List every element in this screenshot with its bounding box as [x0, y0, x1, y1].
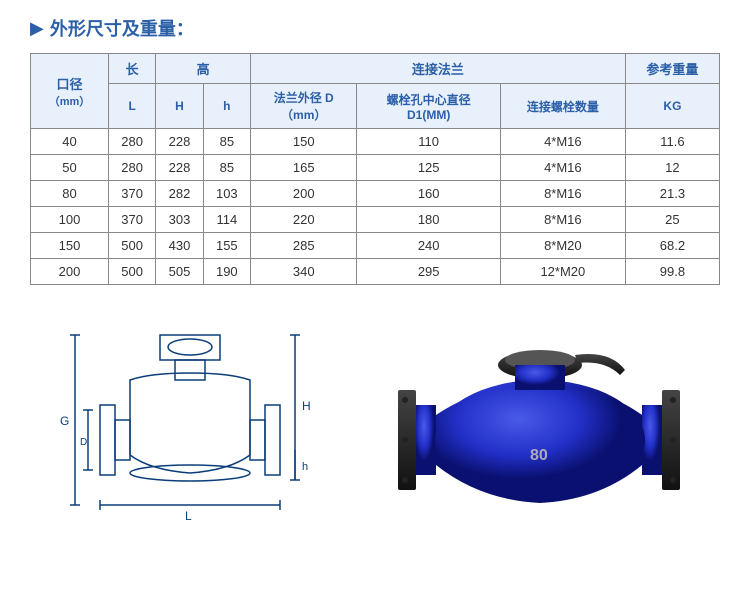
technical-drawing: G D H — [50, 305, 350, 545]
svg-text:H: H — [302, 399, 311, 413]
table-cell: 4*M16 — [500, 129, 625, 155]
table-cell: 303 — [156, 207, 203, 233]
col-bolt-circle: 螺栓孔中心直径 D1(MM) — [357, 84, 500, 129]
table-row: 1003703031142201808*M1625 — [31, 207, 720, 233]
table-cell: 155 — [203, 233, 250, 259]
table-cell: 40 — [31, 129, 109, 155]
table-cell: 125 — [357, 155, 500, 181]
table-cell: 340 — [251, 259, 357, 285]
table-cell: 21.3 — [625, 181, 719, 207]
table-cell: 99.8 — [625, 259, 719, 285]
table-cell: 8*M20 — [500, 233, 625, 259]
table-cell: 8*M16 — [500, 207, 625, 233]
table-cell: 68.2 — [625, 233, 719, 259]
table-cell: 150 — [31, 233, 109, 259]
table-cell: 200 — [251, 181, 357, 207]
svg-text:h: h — [302, 461, 308, 473]
table-cell: 85 — [203, 155, 250, 181]
svg-text:L: L — [185, 509, 192, 523]
section-title: 外形尺寸及重量： — [50, 15, 194, 41]
table-cell: 228 — [156, 129, 203, 155]
product-label-text: 80 — [530, 447, 548, 464]
table-cell: 190 — [203, 259, 250, 285]
svg-text:D: D — [80, 437, 87, 448]
table-cell: 160 — [357, 181, 500, 207]
col-height: 高 — [156, 54, 251, 84]
table-cell: 500 — [108, 233, 155, 259]
arrow-icon: ▶ — [30, 18, 44, 39]
table-row: 1505004301552852408*M2068.2 — [31, 233, 720, 259]
section-title-row: ▶ 外形尺寸及重量： — [30, 15, 720, 41]
table-cell: 282 — [156, 181, 203, 207]
table-cell: 8*M16 — [500, 181, 625, 207]
table-cell: 280 — [108, 129, 155, 155]
table-cell: 228 — [156, 155, 203, 181]
col-bolt-count: 连接螺栓数量 — [500, 84, 625, 129]
table-cell: 220 — [251, 207, 357, 233]
col-caliber-text: 口径 — [56, 77, 82, 92]
table-cell: 285 — [251, 233, 357, 259]
col-flange-d-unit: （mm） — [281, 108, 326, 122]
table-cell: 370 — [108, 207, 155, 233]
table-cell: 11.6 — [625, 129, 719, 155]
table-cell: 500 — [108, 259, 155, 285]
table-row: 803702821032001608*M1621.3 — [31, 181, 720, 207]
table-cell: 150 — [251, 129, 357, 155]
table-cell: 200 — [31, 259, 109, 285]
col-flange-d: 法兰外径 D （mm） — [251, 84, 357, 129]
col-length: 长 — [108, 54, 155, 84]
table-cell: 180 — [357, 207, 500, 233]
col-caliber: 口径 （mm） — [31, 54, 109, 129]
col-h: h — [203, 84, 250, 129]
table-cell: 85 — [203, 129, 250, 155]
table-cell: 110 — [357, 129, 500, 155]
col-bolt-circle-unit: D1(MM) — [407, 108, 450, 122]
table-row: 50280228851651254*M1612 — [31, 155, 720, 181]
table-cell: 12 — [625, 155, 719, 181]
dimensions-table: 口径 （mm） 长 高 连接法兰 参考重量 L H h 法兰外径 D （mm） … — [30, 53, 720, 285]
table-cell: 114 — [203, 207, 250, 233]
table-row: 40280228851501104*M1611.6 — [31, 129, 720, 155]
table-cell: 370 — [108, 181, 155, 207]
table-cell: 240 — [357, 233, 500, 259]
col-flange-d-text: 法兰外径 D — [274, 91, 334, 105]
col-flange: 连接法兰 — [251, 54, 626, 84]
table-cell: 4*M16 — [500, 155, 625, 181]
table-cell: 505 — [156, 259, 203, 285]
col-L: L — [108, 84, 155, 129]
col-bolt-circle-text: 螺栓孔中心直径 — [387, 93, 471, 107]
table-cell: 280 — [108, 155, 155, 181]
col-H: H — [156, 84, 203, 129]
diagrams-row: G D H — [30, 305, 720, 545]
table-cell: 50 — [31, 155, 109, 181]
svg-text:G: G — [60, 414, 69, 428]
col-caliber-unit: （mm） — [49, 96, 91, 108]
table-cell: 103 — [203, 181, 250, 207]
table-cell: 12*M20 — [500, 259, 625, 285]
table-row: 20050050519034029512*M2099.8 — [31, 259, 720, 285]
table-body: 40280228851501104*M1611.6502802288516512… — [31, 129, 720, 285]
product-photo: 80 — [380, 305, 700, 545]
col-KG: KG — [625, 84, 719, 129]
table-cell: 100 — [31, 207, 109, 233]
table-cell: 25 — [625, 207, 719, 233]
table-cell: 295 — [357, 259, 500, 285]
table-cell: 165 — [251, 155, 357, 181]
table-cell: 80 — [31, 181, 109, 207]
col-weight: 参考重量 — [625, 54, 719, 84]
table-cell: 430 — [156, 233, 203, 259]
